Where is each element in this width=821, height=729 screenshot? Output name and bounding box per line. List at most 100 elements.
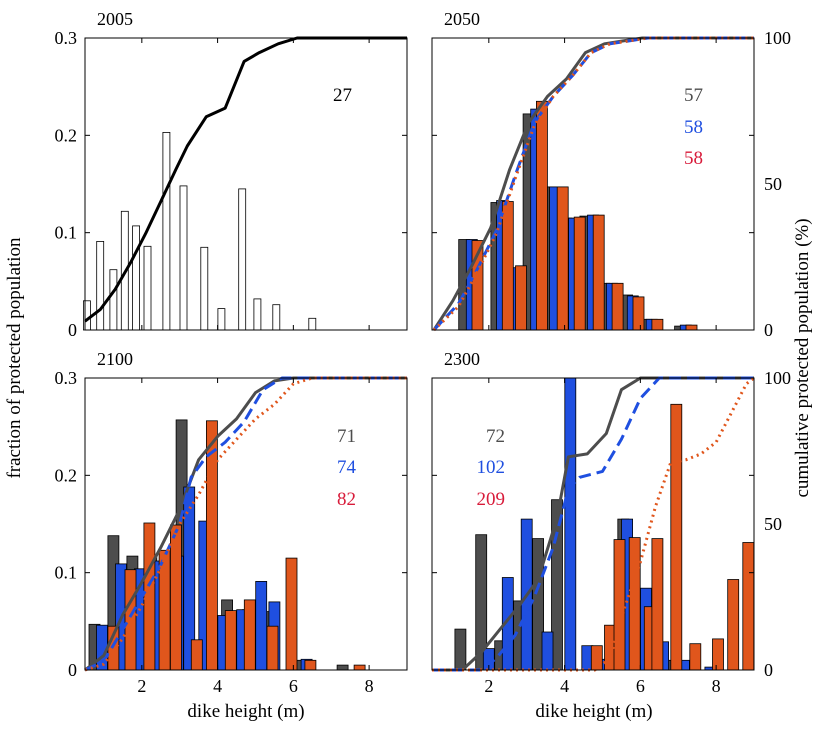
bar	[592, 214, 605, 331]
cumulative-line	[432, 376, 754, 672]
y-tick-label: 0.2	[55, 125, 78, 145]
right-tick-label: 100	[764, 368, 791, 388]
bar	[712, 638, 724, 671]
bar	[336, 664, 349, 671]
right-tick-label: 50	[764, 174, 782, 194]
axes-box	[84, 37, 408, 331]
bar	[238, 188, 247, 331]
annotation-label: 57	[684, 85, 703, 106]
annotation-label: 209	[477, 489, 506, 510]
x-tick-label: 8	[712, 676, 721, 696]
bar	[217, 308, 226, 331]
y-axis-left-label: fraction of protected population	[4, 237, 25, 479]
bar	[158, 549, 171, 671]
bar	[727, 579, 740, 671]
bar	[162, 131, 171, 331]
y-tick-label: 0.3	[55, 28, 78, 48]
bar	[353, 664, 366, 671]
y-tick-label: 0	[68, 660, 77, 680]
x-tick-label: 6	[636, 676, 645, 696]
cumulative-line	[84, 376, 407, 672]
bar	[200, 246, 209, 331]
bar	[628, 537, 641, 671]
bar	[224, 610, 237, 671]
annotation-label: 58	[684, 148, 703, 169]
bar	[190, 639, 203, 671]
panel-2: 0 0.1 0.2 0.3 2 4 6 8 2100 71 74 82	[55, 349, 408, 696]
axes-box	[84, 377, 408, 671]
bar	[501, 201, 514, 331]
axes-box	[431, 37, 755, 331]
panel-title: 2005	[97, 9, 133, 29]
y-tick-label: 0.1	[55, 223, 78, 243]
y-tick-label: 0.2	[55, 465, 78, 485]
bar	[742, 542, 755, 671]
bar	[515, 265, 527, 331]
bar	[685, 324, 698, 331]
panel-1: 0 50 100 2050 57 58 58	[431, 9, 791, 340]
bar	[132, 225, 141, 331]
cumulative-line	[84, 376, 407, 672]
annotation-label: 27	[333, 85, 352, 106]
bar	[564, 377, 577, 671]
annotation-label: 58	[684, 117, 703, 138]
x-axis-label-left: dike height (m)	[187, 701, 304, 722]
bar	[689, 643, 702, 671]
x-tick-label: 2	[484, 676, 493, 696]
bar	[632, 296, 645, 331]
bar	[613, 539, 626, 671]
bar	[556, 186, 569, 331]
annotation-label: 74	[337, 457, 357, 478]
bar	[253, 298, 262, 331]
cumulative-line	[432, 36, 754, 331]
panel-3: 0 50 100 2 4 6 8 2300 72 102 209	[431, 349, 791, 696]
right-tick-label: 100	[764, 28, 791, 48]
cumulative-line	[432, 36, 754, 332]
y-tick-label: 0	[68, 320, 77, 340]
annotation-label: 82	[337, 489, 356, 510]
bar	[454, 628, 467, 671]
x-tick-label: 6	[289, 676, 298, 696]
bar	[651, 318, 664, 331]
panel-title: 2300	[444, 349, 480, 369]
bar	[536, 100, 548, 331]
bar	[143, 522, 156, 671]
y-tick-label: 0.1	[55, 563, 78, 583]
annotation-label: 72	[486, 426, 505, 447]
x-tick-label: 8	[365, 676, 374, 696]
y-axis-right-label: cumulative protected population (%)	[792, 218, 813, 497]
bar	[611, 282, 624, 331]
bar	[285, 557, 298, 671]
panel-title: 2050	[444, 9, 480, 29]
bar	[304, 659, 317, 671]
bar	[243, 599, 256, 671]
panel-title: 2100	[97, 349, 133, 369]
bar	[255, 581, 268, 671]
bar	[541, 631, 554, 671]
x-tick-label: 4	[560, 676, 569, 696]
bar	[308, 317, 317, 331]
bar	[96, 240, 105, 331]
cumulative-line	[432, 36, 754, 332]
right-tick-label: 0	[764, 320, 773, 340]
bar	[670, 403, 683, 671]
bar	[143, 245, 152, 331]
x-tick-label: 4	[213, 676, 222, 696]
bar	[109, 269, 118, 331]
bar	[83, 300, 91, 331]
y-tick-label: 0.3	[55, 368, 78, 388]
bar	[573, 216, 586, 331]
right-tick-label: 50	[764, 514, 782, 534]
bar	[272, 304, 281, 331]
annotation-label: 102	[477, 457, 506, 478]
bar	[266, 625, 279, 671]
axes-box	[431, 377, 755, 671]
annotation-label: 71	[337, 426, 356, 447]
bar	[179, 185, 188, 331]
right-tick-label: 0	[764, 660, 773, 680]
cumulative-line	[432, 376, 754, 672]
x-axis-label-right: dike height (m)	[535, 701, 652, 722]
panel-0: 0 0.1 0.2 0.3 2005 27	[55, 9, 408, 340]
